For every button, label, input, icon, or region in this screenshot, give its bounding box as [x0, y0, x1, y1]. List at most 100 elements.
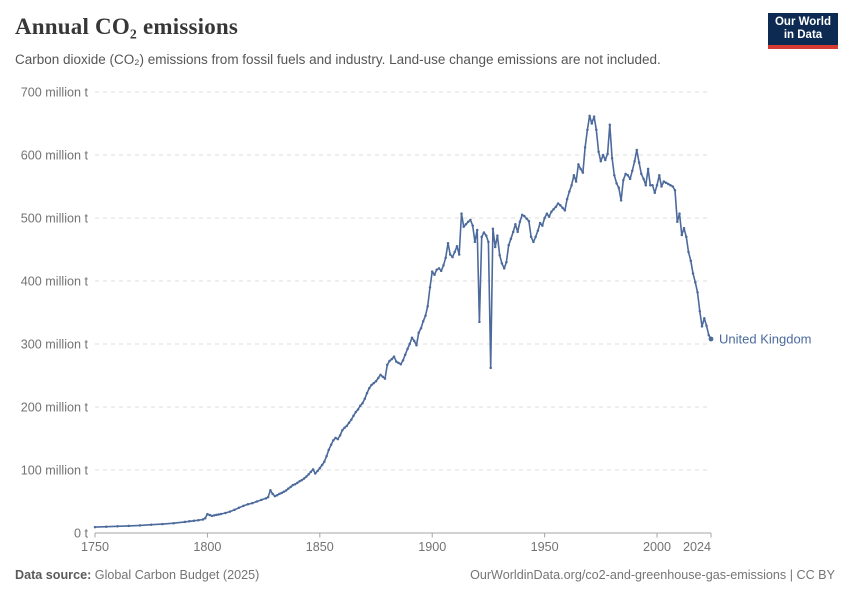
- data-point-1879: [383, 377, 387, 380]
- series-end-marker[interactable]: [708, 336, 714, 342]
- page-title: Annual CO₂ emissions: [15, 14, 239, 39]
- data-point-1853: [325, 454, 328, 458]
- data-point-1846: [309, 470, 313, 474]
- data-point-1851: [320, 463, 324, 467]
- data-point-2011: [680, 233, 684, 237]
- data-point-1986: [624, 172, 627, 176]
- data-point-1993: [640, 172, 643, 176]
- data-point-1945: [532, 240, 535, 244]
- data-point-1965: [577, 163, 580, 166]
- data-point-2007: [671, 185, 675, 188]
- data-point-2010: [678, 212, 681, 215]
- data-point-1845: [307, 473, 310, 476]
- data-point-1803: [212, 514, 216, 517]
- data-point-1842: [300, 478, 304, 482]
- data-point-1800: [206, 512, 209, 516]
- data-point-2004: [664, 181, 668, 184]
- data-point-1802: [210, 514, 214, 518]
- data-point-1914: [462, 225, 465, 229]
- data-point-1891: [410, 336, 414, 339]
- data-point-1801: [208, 513, 211, 517]
- data-point-1840: [296, 481, 299, 485]
- data-point-1844: [305, 475, 308, 478]
- data-point-1895: [419, 327, 423, 330]
- data-point-1988: [628, 177, 632, 181]
- data-point-1952: [547, 215, 551, 218]
- data-point-1755: [104, 525, 108, 528]
- data-point-1939: [518, 220, 522, 224]
- license-link[interactable]: OurWorldinData.org/co2-and-greenhouse-ga…: [470, 568, 835, 582]
- data-point-1970: [588, 114, 591, 118]
- data-point-1830: [273, 494, 277, 498]
- data-point-1750: [93, 525, 97, 529]
- data-point-1971: [590, 122, 594, 125]
- data-point-1960: [565, 197, 569, 201]
- data-point-1855: [329, 443, 333, 447]
- data-point-1976: [601, 153, 605, 157]
- data-point-2019: [698, 309, 702, 313]
- data-point-1843: [302, 477, 306, 480]
- data-point-1968: [583, 146, 587, 149]
- data-point-1870: [363, 397, 367, 401]
- data-point-1869: [361, 401, 364, 405]
- data-point-1987: [626, 173, 630, 177]
- data-point-2009: [676, 220, 679, 224]
- data-point-1931: [500, 262, 504, 265]
- chart-subtitle: Carbon dioxide (CO₂) emissions from foss…: [15, 52, 661, 67]
- data-point-1913: [460, 212, 463, 215]
- data-point-1828: [269, 488, 272, 492]
- data-point-2012: [682, 226, 686, 230]
- data-point-1950: [543, 216, 546, 220]
- data-point-1898: [426, 304, 429, 308]
- data-point-1875: [374, 379, 378, 383]
- data-point-1865: [352, 414, 355, 418]
- data-point-1857: [334, 436, 337, 440]
- y-axis-label-100: 100 million t: [21, 463, 89, 477]
- y-axis-label-700: 700 million t: [21, 85, 89, 99]
- data-point-1859: [338, 434, 342, 437]
- data-point-1923: [482, 231, 486, 234]
- data-point-1852: [323, 460, 326, 464]
- data-point-1820: [251, 501, 254, 505]
- data-point-2014: [687, 250, 690, 254]
- data-point-1942: [525, 217, 528, 220]
- data-point-1953: [550, 210, 553, 213]
- data-point-2020: [700, 325, 704, 328]
- data-point-1911: [455, 245, 459, 248]
- data-point-1969: [586, 128, 589, 132]
- data-point-1810: [228, 510, 232, 513]
- data-point-1790: [183, 520, 187, 524]
- data-point-1999: [653, 191, 657, 195]
- data-point-1835: [284, 489, 288, 492]
- data-point-1983: [617, 186, 621, 190]
- data-point-1920: [475, 228, 479, 232]
- data-point-1992: [637, 161, 641, 164]
- data-point-1885: [397, 361, 400, 365]
- data-point-1982: [615, 182, 618, 185]
- data-point-1881: [388, 359, 391, 363]
- data-point-1921: [478, 320, 481, 324]
- data-point-1908: [448, 253, 452, 256]
- data-point-1933: [505, 260, 508, 264]
- data-point-1796: [197, 518, 200, 522]
- owid-logo[interactable]: Our World in Data: [768, 13, 838, 49]
- emissions-series-line[interactable]: [94, 115, 712, 528]
- data-point-1888: [403, 353, 407, 356]
- data-point-1937: [514, 223, 517, 226]
- data-point-1854: [327, 448, 331, 452]
- data-point-2013: [685, 235, 688, 239]
- x-axis-label-2024: 2024: [683, 540, 711, 554]
- data-point-1862: [345, 424, 349, 428]
- data-point-1975: [599, 160, 603, 163]
- data-point-1977: [604, 158, 607, 162]
- entity-label[interactable]: United Kingdom: [719, 331, 812, 346]
- data-point-1909: [451, 255, 454, 259]
- data-point-1907: [446, 241, 450, 245]
- data-point-1765: [127, 524, 130, 528]
- data-point-1935: [509, 237, 513, 241]
- data-point-1822: [255, 500, 259, 503]
- data-point-1850: [318, 466, 322, 470]
- data-point-1962: [570, 183, 573, 187]
- data-point-1951: [545, 212, 549, 215]
- data-point-1884: [395, 360, 398, 363]
